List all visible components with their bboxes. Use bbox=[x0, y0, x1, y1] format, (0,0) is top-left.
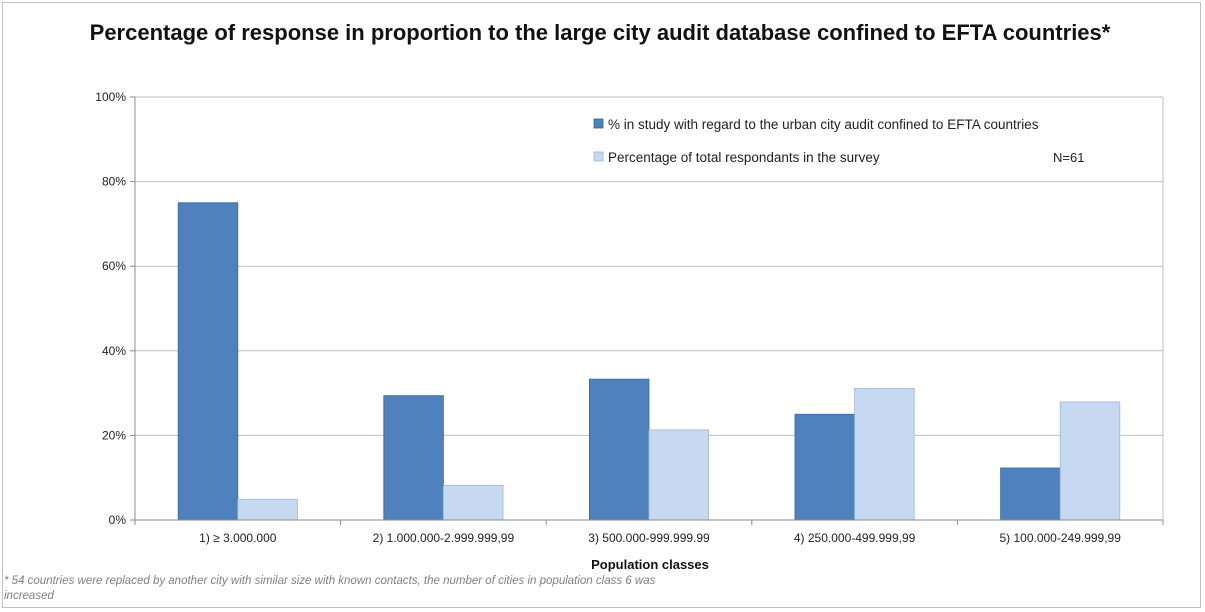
n-annotation: N=61 bbox=[1053, 150, 1084, 165]
y-tick-label: 100% bbox=[95, 90, 126, 104]
x-tick-label: 2) 1.000.000-2.999.999,99 bbox=[373, 531, 515, 545]
bars bbox=[177, 202, 1121, 521]
bar-series-2-cat-5 bbox=[1059, 401, 1121, 521]
legend-swatch-series-1 bbox=[593, 118, 604, 129]
x-tick-label: 1) ≥ 3.000.000 bbox=[199, 531, 277, 545]
y-tick-label: 20% bbox=[102, 428, 126, 442]
bar-series-2-cat-1 bbox=[237, 498, 298, 521]
bar-series-1-cat-4 bbox=[794, 413, 856, 521]
x-tick-label: 3) 500.000-999.999.99 bbox=[588, 531, 710, 545]
y-tick-label: 40% bbox=[102, 344, 126, 358]
bar-series-1-cat-2 bbox=[383, 395, 444, 521]
y-tick-label: 0% bbox=[109, 513, 127, 527]
legend-swatch-series-2 bbox=[593, 151, 604, 162]
bar-series-1-cat-3 bbox=[588, 378, 650, 521]
footnote: * 54 countries were replaced by another … bbox=[4, 575, 656, 602]
legend: % in study with regard to the urban city… bbox=[593, 117, 1084, 165]
bar-series-2-cat-4 bbox=[854, 388, 915, 521]
x-tick-label: 4) 250.000-499.999,99 bbox=[794, 531, 916, 545]
legend-label-series-1: % in study with regard to the urban city… bbox=[608, 117, 1039, 132]
bar-series-1-cat-1 bbox=[177, 202, 239, 521]
chart-title: Percentage of response in proportion to … bbox=[89, 20, 1111, 45]
y-tick-label: 80% bbox=[102, 175, 126, 189]
bar-series-2-cat-2 bbox=[442, 484, 504, 521]
y-tick-label: 60% bbox=[102, 259, 126, 273]
bar-series-1-cat-5 bbox=[1000, 467, 1061, 521]
axes: 0% 20% 40% 60% 80% 100% 1) ≥ 3.000.000 2) 1.000… bbox=[95, 90, 1164, 545]
x-axis-label: Population classes bbox=[591, 557, 709, 572]
gridlines bbox=[135, 96, 1164, 520]
x-tick-label: 5) 100.000-249.999,99 bbox=[999, 531, 1121, 545]
bar-series-2-cat-3 bbox=[648, 429, 710, 521]
legend-label-series-2: Percentage of total respondants in the s… bbox=[608, 150, 880, 165]
